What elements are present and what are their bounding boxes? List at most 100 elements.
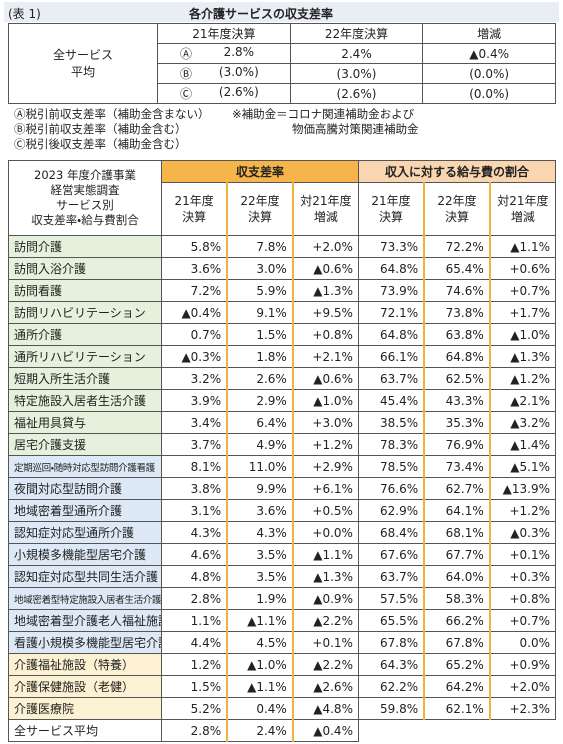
- column-header-line: 22年度: [240, 194, 280, 208]
- empty-cell: [424, 720, 490, 742]
- column-header-line: 21年度: [174, 194, 214, 208]
- cell: ▲0.4%: [161, 301, 228, 324]
- summary-cell: Ⓐ 2.8%: [157, 43, 291, 64]
- corner-line: 収支差率・給与費割合: [31, 213, 139, 227]
- table-row: 看護小規模多機能型居宅介護 4.4% 4.5% +0.1% 67.8% 67.8% 0.0%: [8, 631, 556, 654]
- cell: 78.3%: [357, 433, 425, 456]
- cell: 62.5%: [423, 367, 491, 390]
- cell: +0.6%: [489, 257, 556, 280]
- row-name: 福祉用具貸与: [8, 411, 162, 434]
- cell: 68.4%: [357, 521, 425, 544]
- corner-line: サービス別: [56, 198, 114, 212]
- cell: 64.2%: [423, 675, 491, 698]
- column-header: 21年度決算: [357, 182, 425, 236]
- value: ▲0.4%: [469, 46, 510, 61]
- cell: 3.1%: [161, 499, 228, 522]
- row-name: 地域密着型通所介護: [8, 499, 162, 522]
- cell: 1.2%: [161, 653, 228, 676]
- table-row: 夜間対応型訪問介護 3.8% 9.9% +6.1% 76.6% 62.7% ▲13.9%: [8, 477, 556, 500]
- row-name: 定期巡回・随時対応型訪問介護看護: [8, 455, 162, 478]
- column-header: 22年度決算: [423, 182, 491, 236]
- cell: 4.3%: [161, 521, 228, 544]
- table-row: 居宅介護支援 3.7% 4.9% +1.2% 78.3% 76.9% ▲1.4%: [8, 433, 556, 456]
- column-header-line: 対21年度: [497, 194, 549, 208]
- cell: 63.8%: [423, 323, 491, 346]
- empty-cell: [490, 720, 556, 742]
- row-name: 訪問介護: [8, 235, 162, 258]
- row-name: 認知症対応型共同生活介護: [8, 565, 162, 588]
- cell: 6.4%: [226, 411, 294, 434]
- note: Ⓑ税引前収支差率（補助金含む）: [14, 122, 187, 136]
- table-row: 小規模多機能型居宅介護 4.6% 3.5% ▲1.1% 67.6% 67.7% +0.1%: [8, 543, 556, 566]
- cell: ▲1.4%: [489, 433, 556, 456]
- table-row: 訪問リハビリテーション ▲0.4% 9.1% +9.5% 72.1% 73.8% +1.7%: [8, 301, 556, 324]
- cell: ▲0.9%: [292, 587, 359, 610]
- table-row: 地域密着型通所介護 3.1% 3.6% +0.5% 62.9% 64.1% +1.2%: [8, 499, 556, 522]
- cell: ▲0.4%: [292, 719, 359, 742]
- row-name: 地域密着型介護老人福祉施設: [8, 609, 162, 632]
- cell: +0.0%: [292, 521, 359, 544]
- group-header: 収入に対する給与費の割合: [357, 160, 557, 183]
- column-header-line: 増減: [313, 210, 338, 224]
- row-name: 全サービス平均: [8, 719, 162, 742]
- cell: 1.9%: [226, 587, 294, 610]
- value: (2.6%): [218, 85, 259, 99]
- table-row: 訪問介護 5.8% 7.8% +2.0% 73.3% 72.2% ▲1.1%: [8, 235, 556, 258]
- cell: 8.1%: [161, 455, 228, 478]
- row-name: 夜間対応型訪問介護: [8, 477, 162, 500]
- cell: +1.2%: [292, 433, 359, 456]
- table-label: (表 1): [8, 7, 41, 21]
- cell: ▲0.6%: [292, 367, 359, 390]
- empty-cell: [358, 720, 424, 742]
- marker: Ⓑ: [180, 67, 193, 81]
- cell: 3.6%: [161, 257, 228, 280]
- cell: 62.7%: [423, 477, 491, 500]
- column-header-line: 決算: [379, 210, 404, 224]
- cell: 66.1%: [357, 345, 425, 368]
- cell: 3.7%: [161, 433, 228, 456]
- cell: +2.9%: [292, 455, 359, 478]
- row-name: 介護福祉施設（特養）: [8, 653, 162, 676]
- cell: +9.5%: [292, 301, 359, 324]
- cell: 64.0%: [423, 565, 491, 588]
- cell: 4.5%: [226, 631, 294, 654]
- cell: 74.6%: [423, 279, 491, 302]
- cell: 68.1%: [423, 521, 491, 544]
- cell: 4.6%: [161, 543, 228, 566]
- header-row: 全サービス 平均 21年度決算 22年度決算 増減: [8, 23, 556, 104]
- table-row: 地域密着型特定施設入居者生活介護 2.8% 1.9% ▲0.9% 57.5% 58.3% +…: [8, 587, 556, 610]
- cell: +2.3%: [489, 697, 556, 720]
- cell: 7.8%: [226, 235, 294, 258]
- cell: 59.8%: [357, 697, 425, 720]
- row-name: 介護医療院: [8, 697, 162, 720]
- cell: 78.5%: [357, 455, 425, 478]
- cell: 4.8%: [161, 565, 228, 588]
- cell: +0.8%: [292, 323, 359, 346]
- note: Ⓐ税引前収支差率（補助金含まない）: [14, 107, 210, 121]
- group-row: 2023 年度介護事業 経営実態調査 サービス別 収支差率・給与費割合 収支差率 収入に対…: [8, 160, 557, 236]
- row-name: 介護保健施設（老健）: [8, 675, 162, 698]
- cell: 5.2%: [161, 697, 228, 720]
- row-name: 小規模多機能型居宅介護: [8, 543, 162, 566]
- note: ※補助金＝コロナ関連補助金および: [232, 107, 415, 121]
- cell: 64.8%: [357, 257, 425, 280]
- cell: 73.3%: [357, 235, 425, 258]
- cell: +1.2%: [489, 499, 556, 522]
- cell: ▲2.1%: [489, 389, 556, 412]
- table-row: 全サービス平均 2.8% 2.4% ▲0.4%: [8, 719, 556, 742]
- cell: +0.7%: [489, 609, 556, 632]
- notes-right: ※補助金＝コロナ関連補助金および 物価高騰対策関連補助金: [232, 107, 419, 137]
- row-name: 看護小規模多機能型居宅介護: [8, 631, 162, 654]
- cell: 3.4%: [161, 411, 228, 434]
- main-table: 2023 年度介護事業 経営実態調査 サービス別 収支差率・給与費割合 収支差率 収入に対…: [8, 160, 557, 742]
- cell: 73.4%: [423, 455, 491, 478]
- cell: ▲2.2%: [292, 653, 359, 676]
- cell: 38.5%: [357, 411, 425, 434]
- cell: +0.3%: [489, 565, 556, 588]
- cell: 35.3%: [423, 411, 491, 434]
- cell: 63.7%: [357, 565, 425, 588]
- table-row: 福祉用具貸与 3.4% 6.4% +3.0% 38.5% 35.3% ▲3.2%: [8, 411, 556, 434]
- value: (0.0%): [469, 86, 510, 101]
- column-header-line: 対21年度: [300, 194, 352, 208]
